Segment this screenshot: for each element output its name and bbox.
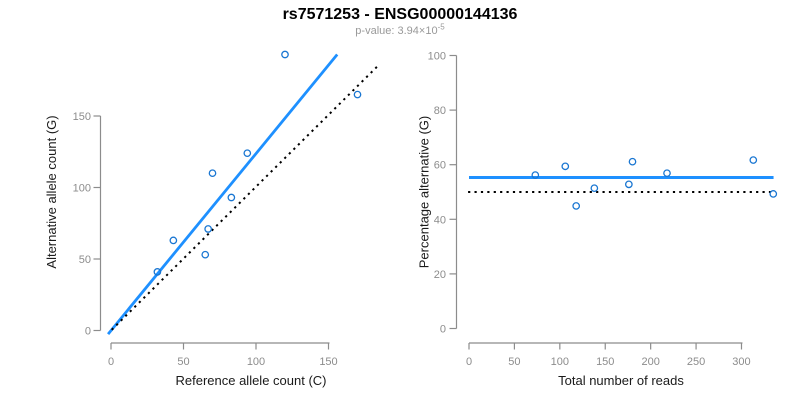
data-point xyxy=(769,190,778,198)
data-point xyxy=(590,184,599,193)
x-tick-label: 250 xyxy=(687,356,705,368)
x-tick-label: 150 xyxy=(319,356,337,368)
right-scatter-plot: 0 20 40 60 80 100 0 50 100 150 200 250 300 Total numb… xyxy=(417,51,778,388)
x-tick-label: 300 xyxy=(732,356,750,368)
x-tick-label: 0 xyxy=(108,356,114,368)
y-tick-label: 150 xyxy=(73,111,91,123)
fit-line xyxy=(107,53,339,335)
pvalue-exponent: -5 xyxy=(437,22,445,32)
x-tick-label: 200 xyxy=(641,356,659,368)
y-tick-label: 100 xyxy=(428,51,446,63)
data-point xyxy=(281,50,289,59)
y-tick-label: 0 xyxy=(440,324,446,336)
y-tick-label: 60 xyxy=(434,160,446,172)
data-point xyxy=(243,149,252,158)
x-tick-label: 100 xyxy=(247,356,265,368)
x-tick-label: 50 xyxy=(508,356,520,368)
data-point xyxy=(749,156,758,164)
pvalue-text: p-value: 3.94×10 xyxy=(355,25,438,37)
y-axis-label: Percentage alternative (G) xyxy=(417,116,432,268)
y-tick-label: 100 xyxy=(73,183,91,195)
data-point xyxy=(353,90,362,99)
left-scatter-plot: 0 50 100 150 0 50 100 150 Reference allele count… xyxy=(44,50,380,388)
x-tick-label: 50 xyxy=(177,356,189,368)
x-tick-label: 100 xyxy=(551,356,569,368)
data-point xyxy=(153,268,162,276)
data-point xyxy=(663,169,671,178)
y-tick-label: 0 xyxy=(85,326,91,338)
data-point xyxy=(628,157,637,166)
data-point xyxy=(201,250,210,259)
y-tick-label: 50 xyxy=(79,254,91,266)
x-tick-label: 150 xyxy=(596,356,614,368)
identity-line xyxy=(111,63,380,331)
data-point xyxy=(204,225,212,233)
x-axis-label: Total number of reads xyxy=(558,373,684,388)
y-tick-label: 20 xyxy=(434,269,446,281)
y-axis-label: Alternative allele count (G) xyxy=(44,115,59,268)
plot-subtitle: p-value: 3.94×10-5 xyxy=(0,23,800,37)
data-point xyxy=(561,162,570,171)
x-axis-label: Reference allele count (C) xyxy=(175,373,326,388)
data-point xyxy=(625,180,633,189)
y-tick-label: 80 xyxy=(434,105,446,117)
y-tick-label: 40 xyxy=(434,214,446,226)
data-point xyxy=(531,171,540,179)
data-point xyxy=(572,202,581,210)
x-tick-label: 0 xyxy=(466,356,472,368)
data-point xyxy=(169,236,178,245)
data-point xyxy=(208,169,217,178)
plot-title: rs7571253 - ENSG00000144136 xyxy=(282,6,518,23)
data-point xyxy=(227,193,236,202)
